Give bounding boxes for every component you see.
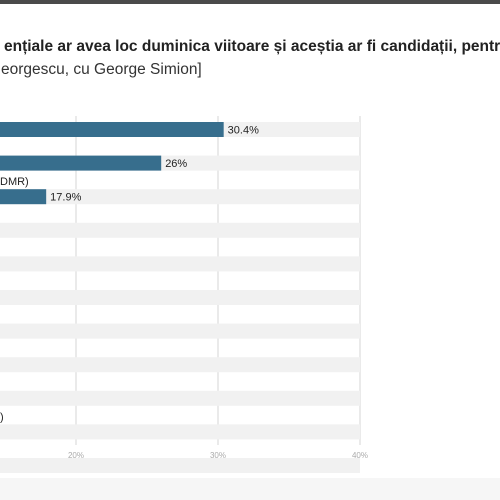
bar-track xyxy=(0,256,360,272)
bar-track xyxy=(0,222,360,238)
category-label: DMR) xyxy=(0,176,29,188)
bar-track xyxy=(0,390,360,406)
bar-track xyxy=(0,323,360,339)
value-label: 30.4% xyxy=(228,125,259,137)
bar-track xyxy=(0,189,360,205)
bar-track xyxy=(0,357,360,373)
bar-track xyxy=(0,458,360,473)
value-label: 26% xyxy=(165,158,187,170)
value-label: 17.9% xyxy=(50,192,81,204)
bar-track xyxy=(0,290,360,305)
x-tick-label: 30% xyxy=(210,451,226,460)
bar xyxy=(0,155,162,171)
category-label: ) xyxy=(0,411,4,423)
bar xyxy=(0,122,224,137)
bar-track xyxy=(0,424,360,440)
x-tick-label: 20% xyxy=(68,451,84,460)
chart-title: ențiale ar avea loc duminica viitoare și… xyxy=(4,38,500,55)
x-tick-label: 40% xyxy=(352,451,368,460)
bottom-strip xyxy=(0,478,500,500)
bar xyxy=(0,189,47,205)
top-border xyxy=(0,0,500,4)
chart-subtitle: eorgescu, cu George Simion] xyxy=(1,61,202,78)
